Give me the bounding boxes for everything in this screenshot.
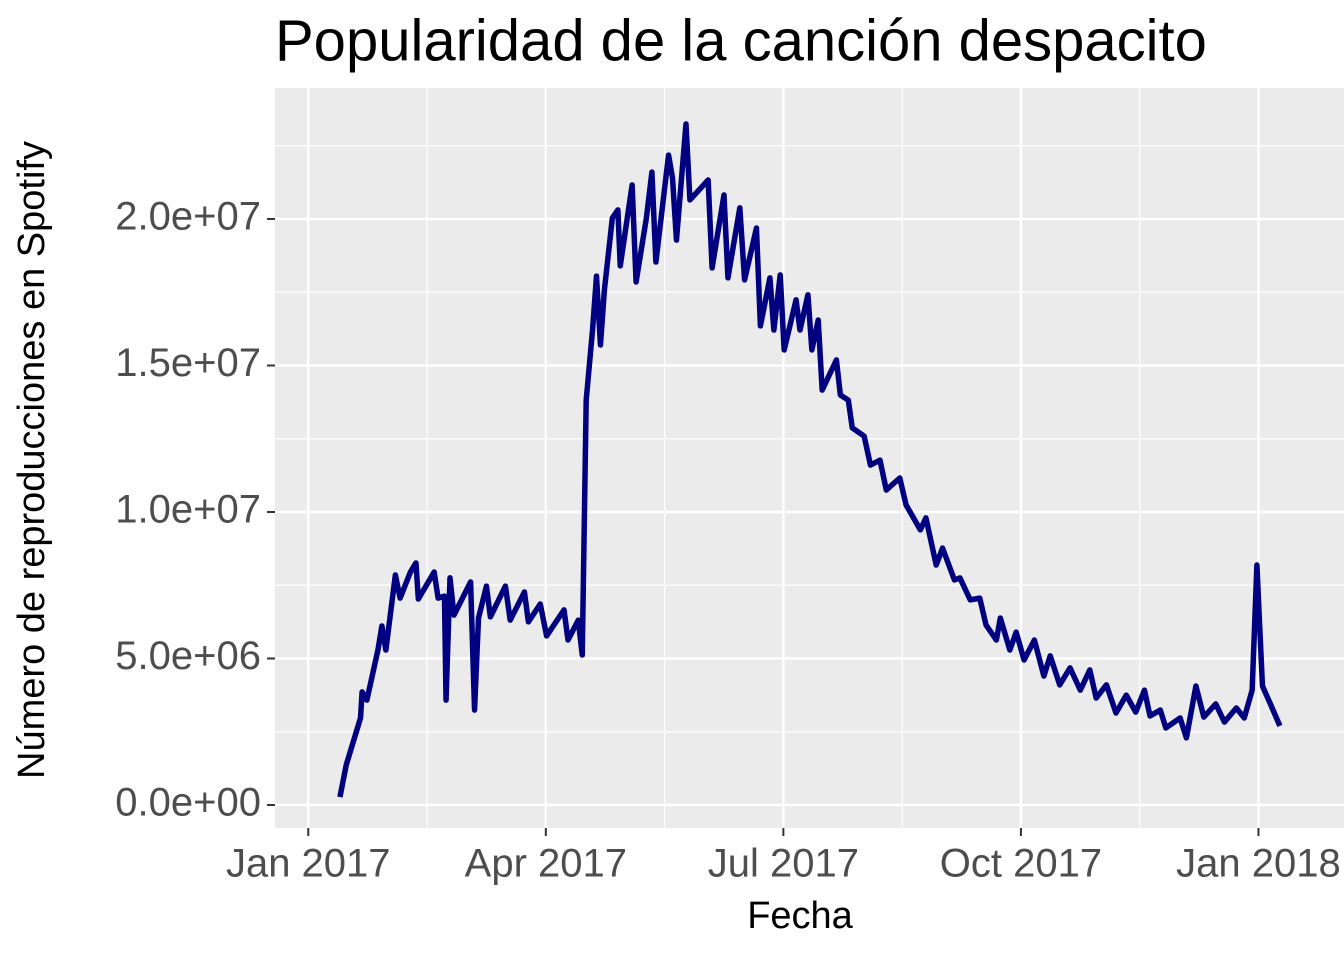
y-tick-label: 1.0e+07 <box>115 488 261 532</box>
y-axis-label: Número de reproducciones en Spotify <box>11 141 53 779</box>
marks <box>337 121 1283 798</box>
y-tick-label: 1.5e+07 <box>115 341 261 385</box>
y-tick-label: 5.0e+06 <box>115 634 261 678</box>
y-tick-label: 2.0e+07 <box>115 195 261 239</box>
x-tick-label: Jan 2017 <box>226 842 391 886</box>
grid <box>267 88 1344 836</box>
x-tick-label: Oct 2017 <box>940 842 1102 886</box>
x-tick-label: Jul 2017 <box>708 842 859 886</box>
x-axis-label: Fecha <box>747 895 853 937</box>
x-tick-label: Apr 2017 <box>465 842 627 886</box>
y-tick-label: 0.0e+00 <box>115 781 261 825</box>
chart-title: Popularidad de la canción despacito <box>275 8 1207 73</box>
x-tick-label: Jan 2018 <box>1176 842 1341 886</box>
panel <box>275 88 1344 828</box>
line-series <box>337 121 1283 798</box>
